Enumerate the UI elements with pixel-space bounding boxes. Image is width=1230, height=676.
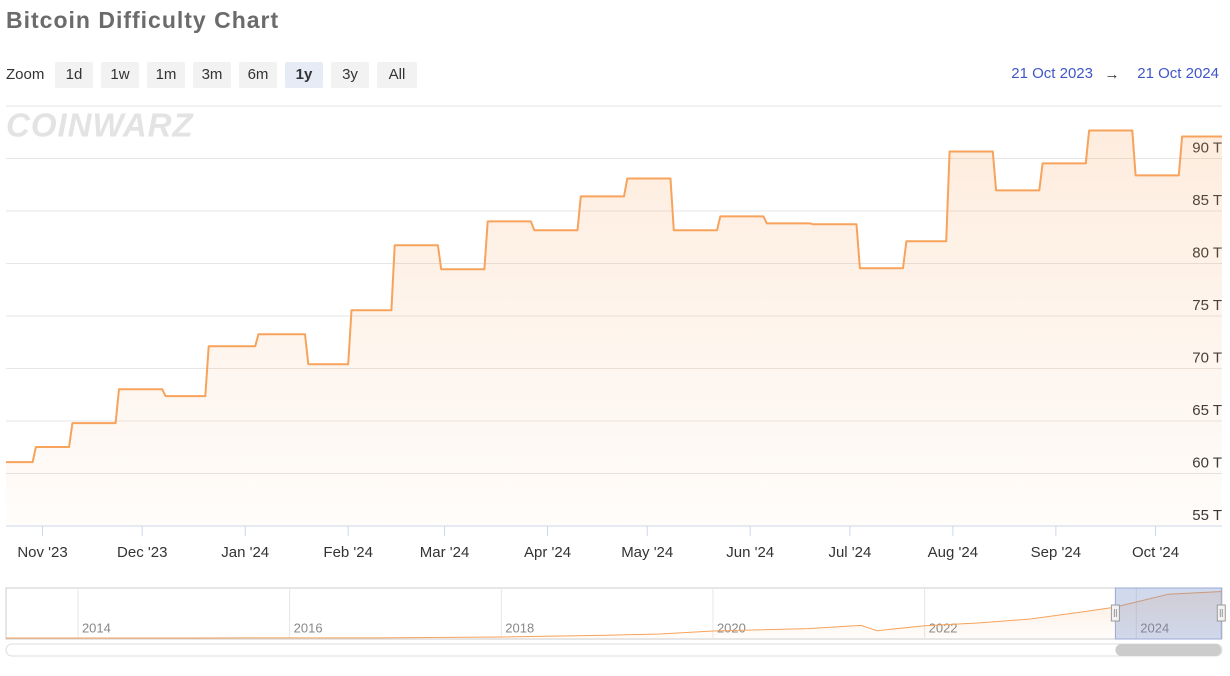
x-tick-label: Sep '24 xyxy=(1031,544,1081,561)
x-tick-label: Feb '24 xyxy=(323,544,373,561)
zoom-button-label[interactable]: 1m xyxy=(156,66,177,83)
series-line xyxy=(6,129,1222,464)
zoom-button-bg[interactable] xyxy=(193,62,231,88)
zoom-button-label[interactable]: 1w xyxy=(110,66,129,83)
zoom-button-bg[interactable] xyxy=(147,62,185,88)
navigator-selection xyxy=(1114,587,1222,640)
area-fill xyxy=(6,130,1222,526)
range-to: 21 Oct 2024 xyxy=(1137,65,1219,82)
navigator-tick-label: 2018 xyxy=(505,620,534,635)
scrollbar-track xyxy=(5,643,1223,657)
x-tick-label: May '24 xyxy=(621,544,673,561)
zoom-button-label[interactable]: 3m xyxy=(202,66,223,83)
zoom-button-label[interactable]: 3y xyxy=(342,66,358,83)
zoom-button[interactable]: All xyxy=(377,62,417,88)
navigator-handle[interactable] xyxy=(1216,604,1226,622)
x-tick-label: Jul '24 xyxy=(828,544,871,561)
zoom-button-bg[interactable] xyxy=(331,62,369,88)
zoom-label: Zoom xyxy=(6,66,44,83)
x-tick-label: Mar '24 xyxy=(420,544,470,561)
zoom-button-label[interactable]: 1y xyxy=(296,66,313,83)
chart-title: Bitcoin Difficulty Chart xyxy=(6,7,279,33)
scrollbar-thumb[interactable] xyxy=(1115,644,1222,656)
range-from: 21 Oct 2023 xyxy=(1011,65,1093,82)
zoom-button-label[interactable]: 6m xyxy=(248,66,269,83)
navigator-tick-label: 2014 xyxy=(82,620,111,635)
zoom-button[interactable]: 6m xyxy=(239,62,277,88)
navigator-tick-label: 2016 xyxy=(294,620,323,635)
zoom-button-label[interactable]: All xyxy=(389,66,406,83)
zoom-button[interactable]: 1m xyxy=(147,62,185,88)
zoom-button[interactable]: 3m xyxy=(193,62,231,88)
zoom-button-bg[interactable] xyxy=(55,62,93,88)
zoom-button-bg[interactable] xyxy=(101,62,139,88)
series-line xyxy=(6,591,1223,639)
x-tick-label: Apr '24 xyxy=(524,544,571,561)
zoom-button[interactable]: 3y xyxy=(331,62,369,88)
zoom-button-bg[interactable] xyxy=(377,62,417,88)
x-tick-label: Nov '23 xyxy=(17,544,67,561)
zoom-button-bg[interactable] xyxy=(239,62,277,88)
zoom-button[interactable]: 1d xyxy=(55,62,93,88)
x-tick-label: Aug '24 xyxy=(928,544,978,561)
area-fill xyxy=(6,591,1222,638)
x-tick-label: Dec '23 xyxy=(117,544,167,561)
x-tick-label: Oct '24 xyxy=(1132,544,1179,561)
zoom-button-label[interactable]: 1d xyxy=(66,66,83,83)
zoom-button[interactable]: 1y xyxy=(285,62,323,88)
x-tick-label: Jan '24 xyxy=(221,544,269,561)
watermark: COINWARZ xyxy=(6,107,194,144)
navigator-handle[interactable] xyxy=(1110,604,1120,622)
x-tick-label: Jun '24 xyxy=(726,544,774,561)
zoom-button[interactable]: 1w xyxy=(101,62,139,88)
zoom-button-bg[interactable] xyxy=(285,62,323,88)
range-separator: → xyxy=(1105,66,1120,83)
